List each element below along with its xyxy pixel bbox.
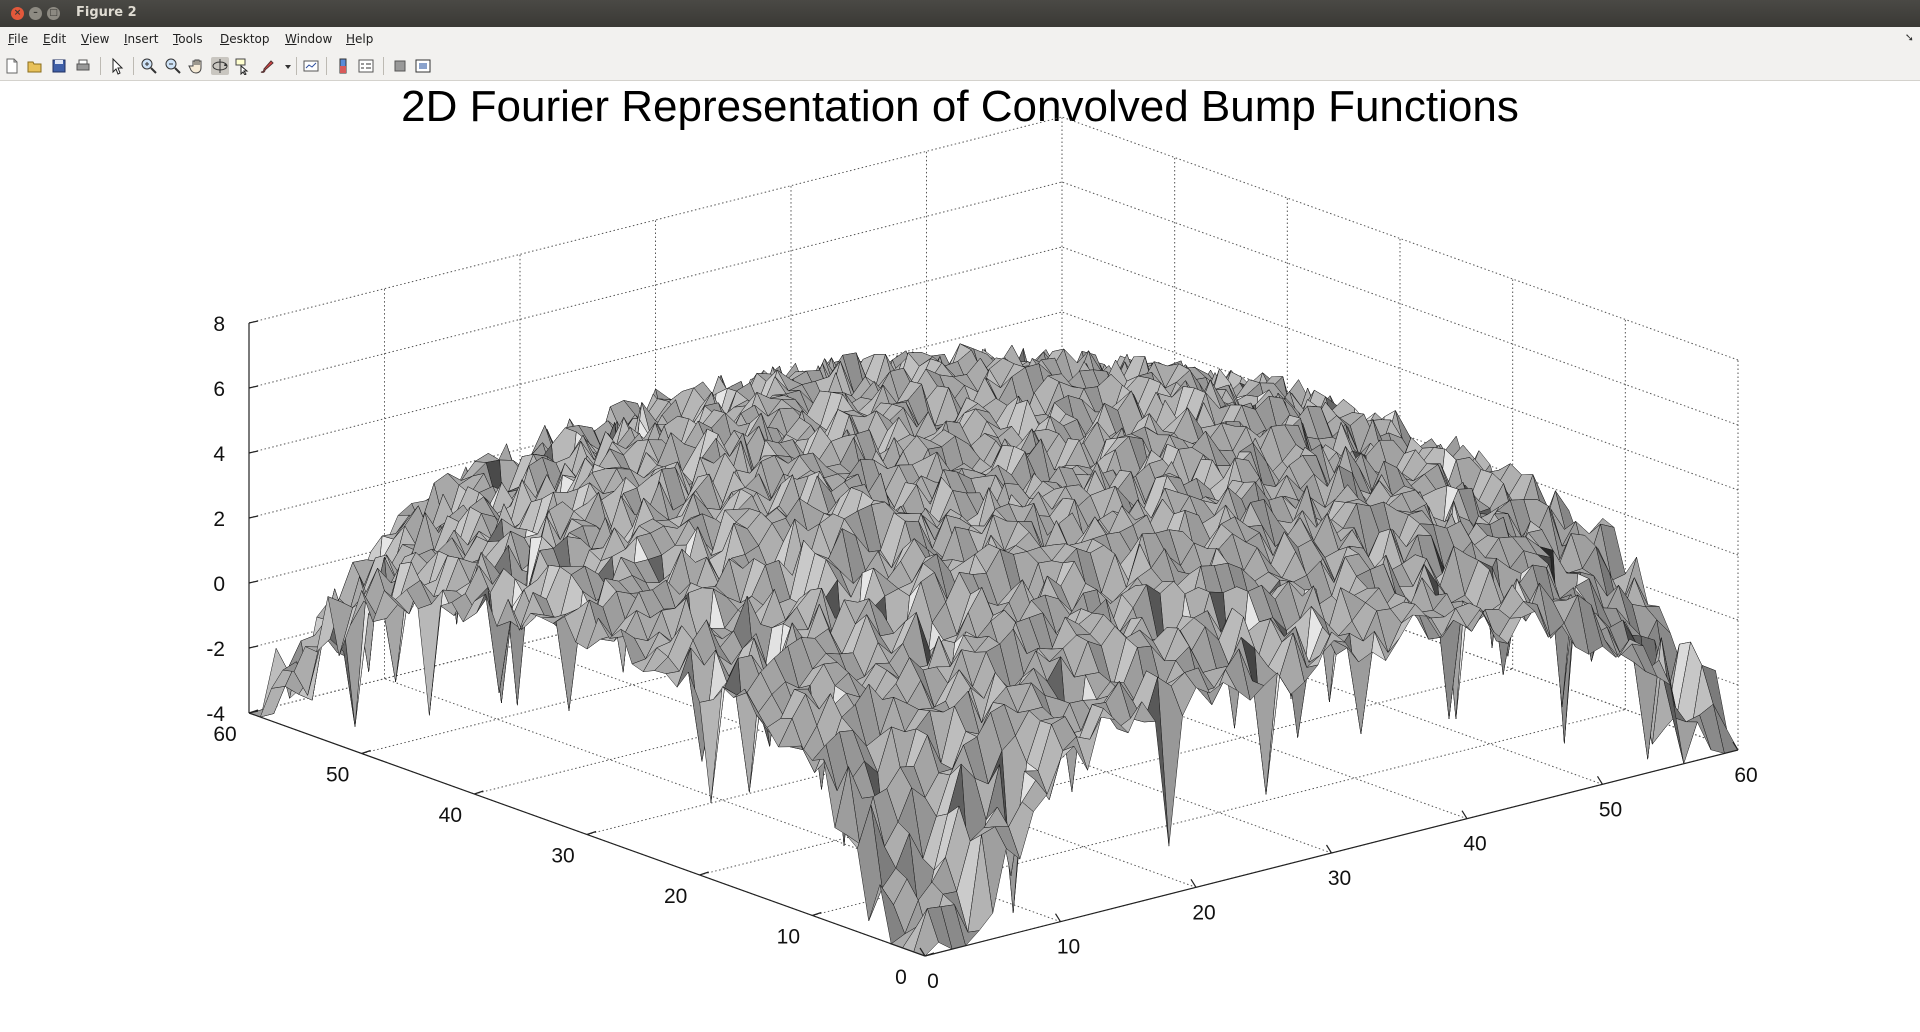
y-tick-label: 40 [439, 804, 462, 827]
x-tick-label: 60 [1734, 764, 1757, 787]
x-tick-mark [1596, 776, 1604, 785]
plot-title: 2D Fourier Representation of Convolved B… [401, 82, 1519, 131]
z-tick-mark [248, 645, 259, 649]
menu-window[interactable]: Window [285, 32, 333, 46]
menu-insert[interactable]: Insert [124, 32, 159, 46]
close-window-button[interactable]: × [11, 7, 24, 20]
z-tick-label: -2 [206, 638, 225, 661]
y-tick-label: 30 [551, 845, 574, 868]
surface-patch [417, 589, 444, 716]
show-tools-icon[interactable] [414, 57, 432, 75]
y-tick-mark [474, 790, 484, 795]
z-tick-label: 4 [213, 443, 225, 466]
z-tick-label: 2 [213, 508, 225, 531]
window-titlebar: × – □ Figure 2 [0, 0, 1920, 27]
z-tick-label: 6 [213, 378, 225, 401]
hand-icon[interactable] [188, 57, 206, 75]
x-tick-mark [1054, 913, 1062, 922]
print-icon[interactable] [74, 57, 92, 75]
y-tick-label: 20 [664, 885, 687, 908]
z-tick-mark [248, 450, 259, 454]
brush-dropdown-icon[interactable] [279, 57, 291, 75]
menu-view[interactable]: View [81, 32, 110, 46]
window-title: Figure 2 [76, 5, 137, 20]
x-tick-mark [1732, 741, 1739, 751]
menu-help[interactable]: Help [346, 32, 374, 46]
x-tick-mark [919, 947, 926, 957]
z-tick-label: -4 [206, 703, 225, 726]
x-tick-label: 50 [1599, 798, 1622, 821]
y-tick-label: 10 [777, 926, 800, 949]
new-figure-icon[interactable] [3, 57, 21, 75]
z-tick-mark [248, 710, 259, 714]
arrow-pointer-icon[interactable] [108, 57, 126, 75]
brush-icon[interactable] [258, 57, 276, 75]
x-tick-mark [1461, 810, 1468, 819]
menu-desktop[interactable]: Desktop [220, 32, 270, 46]
zoom-in-icon[interactable] [140, 57, 158, 75]
x-tick-label: 30 [1328, 867, 1351, 890]
rotate-3d-icon[interactable] [211, 57, 229, 75]
menu-edit[interactable]: Edit [43, 32, 67, 46]
x-tick-mark [1190, 879, 1197, 888]
folder-open-icon[interactable] [26, 57, 44, 75]
menu-file[interactable]: File [8, 32, 29, 46]
hide-tools-icon[interactable] [391, 57, 409, 75]
x-tick-label: 10 [1057, 936, 1080, 959]
z-tick-mark [248, 580, 259, 584]
y-tick-mark [586, 830, 597, 836]
menu-tools[interactable]: Tools [173, 32, 203, 46]
colorbar-icon[interactable] [334, 57, 352, 75]
dock-arrow-icon[interactable]: ➘ [1904, 31, 1914, 44]
zoom-out-icon[interactable] [164, 57, 182, 75]
y-tick-label: 0 [895, 966, 907, 989]
data-cursor-icon[interactable] [234, 57, 252, 75]
legend-icon[interactable] [357, 57, 375, 75]
y-tick-mark [361, 749, 371, 755]
y-tick-label: 60 [213, 723, 236, 746]
figure-toolbar [0, 52, 1920, 81]
x-tick-label: 20 [1192, 901, 1215, 924]
wall-gridline [248, 116, 1063, 324]
link-plot-icon[interactable] [302, 57, 320, 75]
z-tick-label: 8 [213, 313, 225, 336]
z-tick-mark [248, 320, 259, 324]
minimize-window-button[interactable]: – [29, 7, 42, 20]
menubar: File Edit View Insert Tools Desktop Wind… [0, 27, 1920, 52]
y-tick-mark [924, 952, 935, 957]
z-tick-label: 0 [213, 573, 225, 596]
z-tick-mark [248, 515, 259, 519]
y-tick-label: 50 [326, 764, 349, 787]
x-tick-label: 40 [1463, 833, 1486, 856]
y-tick-mark [699, 871, 709, 876]
z-tick-mark [248, 385, 259, 389]
y-tick-mark [812, 911, 822, 917]
x-tick-label: 0 [927, 970, 939, 993]
x-tick-mark [1325, 844, 1333, 854]
maximize-window-button[interactable]: □ [47, 7, 60, 20]
save-icon[interactable] [50, 57, 68, 75]
